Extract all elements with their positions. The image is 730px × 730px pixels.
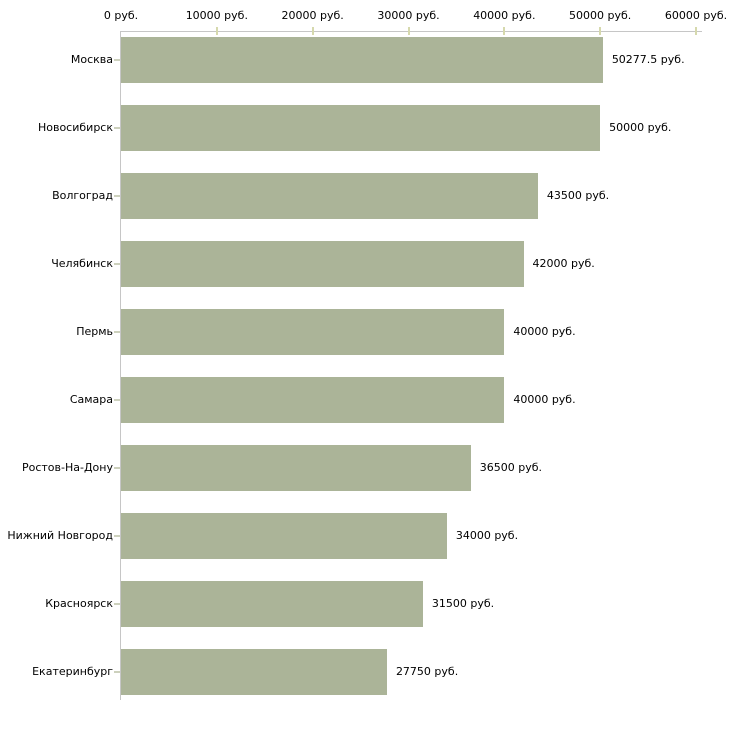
bar-value-label: 50000 руб.	[609, 121, 672, 134]
y-axis-category-label: Самара	[69, 393, 113, 406]
y-axis-tick-mark	[114, 263, 120, 265]
y-axis-tick-mark	[114, 59, 120, 61]
y-axis-tick-mark	[114, 603, 120, 605]
x-axis-tick-mark	[599, 27, 602, 35]
bar	[121, 309, 505, 355]
bar	[121, 445, 471, 491]
x-axis-tick-mark	[311, 27, 314, 35]
y-axis-tick-mark	[114, 331, 120, 333]
bar	[121, 37, 603, 83]
y-axis-category-label: Красноярск	[45, 597, 113, 610]
y-axis-category-label: Новосибирск	[37, 121, 113, 134]
y-axis-tick-mark	[114, 399, 120, 401]
x-axis-tick-mark	[215, 27, 218, 35]
x-axis-line	[120, 31, 702, 32]
x-axis-tick-label: 60000 руб.	[664, 9, 728, 22]
bar-value-label: 40000 руб.	[513, 393, 576, 406]
x-axis-tick-label: 50000 руб.	[569, 9, 632, 22]
y-axis-category-label: Екатеринбург	[32, 665, 113, 678]
bar-value-label: 50277.5 руб.	[611, 53, 685, 66]
y-axis-category-label: Волгоград	[52, 189, 113, 202]
bar-value-label: 36500 руб.	[479, 461, 543, 474]
bar	[121, 649, 387, 695]
bar-value-label: 43500 руб.	[546, 189, 610, 202]
bar-value-label: 40000 руб.	[513, 325, 576, 338]
bar	[121, 105, 601, 151]
y-axis-tick-mark	[114, 127, 120, 129]
x-axis-tick-label: 40000 руб.	[473, 9, 536, 22]
bar	[121, 241, 524, 287]
x-axis-tick-mark	[503, 27, 506, 35]
y-axis-tick-mark	[114, 467, 120, 469]
y-axis-tick-mark	[114, 671, 120, 673]
y-axis-category-label: Пермь	[76, 325, 113, 338]
bar-value-label: 42000 руб.	[532, 257, 595, 270]
y-axis-category-label: Нижний Новгород	[7, 529, 113, 542]
bar-value-label: 27750 руб.	[395, 665, 459, 678]
bar-value-label: 34000 руб.	[455, 529, 519, 542]
x-axis-tick-mark	[695, 27, 697, 35]
bar	[121, 513, 447, 559]
y-axis-line	[120, 31, 121, 700]
x-axis-tick-label: 10000 руб.	[185, 9, 248, 22]
y-axis-category-label: Челябинск	[51, 257, 113, 270]
x-axis-tick-label: 20000 руб.	[281, 9, 344, 22]
bar	[121, 377, 505, 423]
x-axis-tick-label: 30000 руб.	[377, 9, 440, 22]
bar	[121, 173, 538, 219]
x-axis-tick-mark	[407, 27, 410, 35]
y-axis-category-label: Ростов-На-Дону	[21, 461, 113, 474]
y-axis-tick-mark	[114, 535, 120, 537]
y-axis-tick-mark	[114, 195, 120, 197]
x-axis-tick-label: 0 руб.	[103, 9, 139, 22]
bar-value-label: 31500 руб.	[431, 597, 495, 610]
bar	[121, 581, 423, 627]
y-axis-category-label: Москва	[70, 53, 113, 66]
